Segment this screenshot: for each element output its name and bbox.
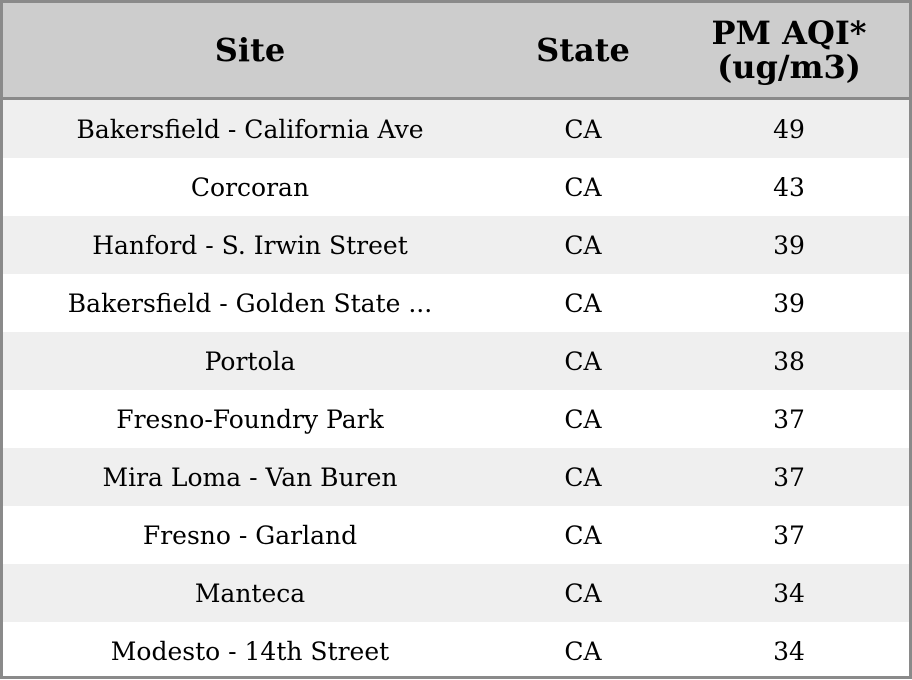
cell-pm-aqi: 34: [773, 578, 805, 608]
cell-pm-aqi: 38: [773, 346, 805, 376]
table-row: Fresno - Garland CA 37: [3, 506, 909, 564]
cell-state: CA: [564, 172, 602, 202]
table-body: Bakersfield - California Ave CA 49 Corco…: [3, 100, 909, 680]
cell-state: CA: [564, 288, 602, 318]
cell-state: CA: [564, 578, 602, 608]
table-row: Mira Loma - Van Buren CA 37: [3, 448, 909, 506]
cell-pm-aqi: 37: [773, 404, 805, 434]
cell-state: CA: [564, 346, 602, 376]
cell-pm-aqi: 43: [773, 172, 805, 202]
cell-state: CA: [564, 230, 602, 260]
cell-site: Modesto - 14th Street: [110, 636, 390, 666]
cell-state: CA: [564, 114, 602, 144]
cell-site: Hanford - S. Irwin Street: [92, 230, 408, 260]
cell-site: Manteca: [194, 578, 306, 608]
cell-site: Fresno - Garland: [142, 520, 358, 550]
cell-pm-aqi: 49: [773, 114, 805, 144]
cell-site: Mira Loma - Van Buren: [102, 462, 398, 492]
cell-state: CA: [564, 636, 602, 666]
header-pm-aqi-line1: PM AQI*: [711, 14, 867, 52]
cell-site: Bakersfield - Golden State ...: [67, 288, 433, 318]
cell-site: Corcoran: [190, 172, 310, 202]
cell-site: Fresno-Foundry Park: [116, 404, 384, 434]
cell-state: CA: [564, 520, 602, 550]
cell-state: CA: [564, 404, 602, 434]
table-row: Portola CA 38: [3, 332, 909, 390]
table-row: Manteca CA 34: [3, 564, 909, 622]
cell-pm-aqi: 37: [773, 520, 805, 550]
table-row: Hanford - S. Irwin Street CA 39: [3, 216, 909, 274]
cell-pm-aqi: 39: [773, 230, 805, 260]
cell-state: CA: [564, 462, 602, 492]
table-row: Bakersfield - Golden State ... CA 39: [3, 274, 909, 332]
table-header: Site State PM AQI* (ug/m3): [3, 3, 909, 100]
cell-pm-aqi: 34: [773, 636, 805, 666]
header-site: Site: [214, 31, 286, 69]
cell-pm-aqi: 37: [773, 462, 805, 492]
header-pm-aqi-line2: (ug/m3): [717, 48, 861, 86]
table-row: Bakersfield - California Ave CA 49: [3, 100, 909, 158]
header-state: State: [536, 31, 630, 69]
cell-pm-aqi: 39: [773, 288, 805, 318]
cell-site: Bakersfield - California Ave: [76, 114, 424, 144]
cell-site: Portola: [204, 346, 296, 376]
table-row: Fresno-Foundry Park CA 37: [3, 390, 909, 448]
table-row: Corcoran CA 43: [3, 158, 909, 216]
header-pm-aqi: PM AQI* (ug/m3): [669, 3, 909, 97]
table-row: Modesto - 14th Street CA 34: [3, 622, 909, 680]
